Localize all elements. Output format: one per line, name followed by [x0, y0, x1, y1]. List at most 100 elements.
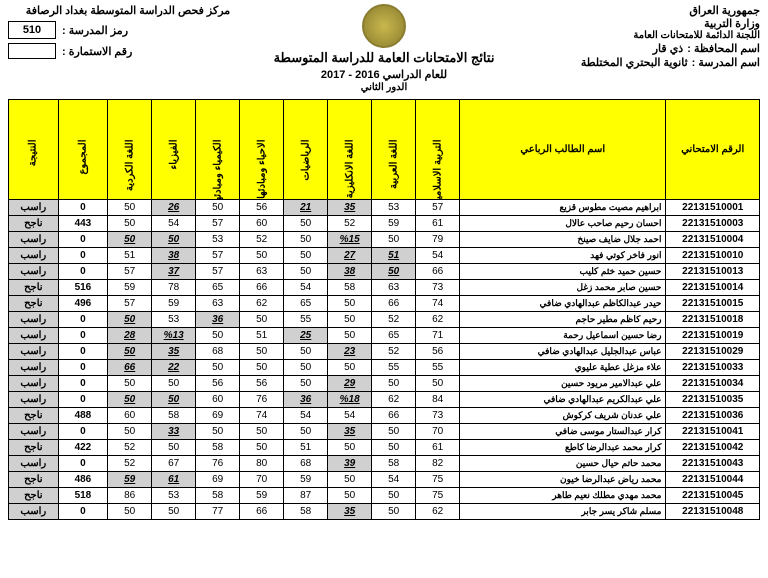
cell-mark: 50: [284, 232, 328, 248]
cell-mark: 50: [152, 376, 196, 392]
cell-mark: 35: [328, 504, 372, 520]
cell-mark: 52: [328, 216, 372, 232]
center-label: مركز فحص الدراسة المتوسطة بغداد الرصافة: [8, 4, 248, 17]
cell-mark: 50: [372, 424, 416, 440]
cell-mark: 68: [284, 456, 328, 472]
republic-label: جمهورية العراق: [520, 4, 760, 17]
table-row: 22131510015حيدر عبدالكاظم عبدالهادي ضافي…: [9, 296, 760, 312]
cell-mark: 50: [372, 440, 416, 456]
cell-mark: 50: [372, 488, 416, 504]
cell-id: 22131510042: [666, 440, 760, 456]
cell-mark: 53: [372, 200, 416, 216]
cell-mark: 59: [108, 280, 152, 296]
cell-mark: 60: [240, 216, 284, 232]
cell-mark: 70: [240, 472, 284, 488]
school-name-val: ثانوية البحتري المختلطة: [581, 56, 688, 69]
cell-mark: 57: [196, 216, 240, 232]
table-row: 22131510013حسين حميد خثم كليب66503850635…: [9, 264, 760, 280]
cell-mark: 50: [284, 424, 328, 440]
cell-name: محمد رياض عبدالرضا خيون: [460, 472, 666, 488]
cell-mark: 50: [240, 424, 284, 440]
cell-id: 22131510013: [666, 264, 760, 280]
cell-result: راسب: [9, 424, 59, 440]
cell-mark: 28: [108, 328, 152, 344]
cell-total: 0: [58, 424, 108, 440]
cell-name: احسان رحيم صاحب عالال: [460, 216, 666, 232]
table-row: 22131510045محمد مهدي مطلك نعيم طاهر75505…: [9, 488, 760, 504]
cell-total: 0: [58, 456, 108, 472]
cell-name: كرار محمد عبدالرضا كاطع: [460, 440, 666, 456]
cell-mark: 25: [284, 328, 328, 344]
cell-name: احمد جلال ضايف صينخ: [460, 232, 666, 248]
cell-mark: 62: [372, 392, 416, 408]
cell-name: حيدر عبدالكاظم عبدالهادي ضافي: [460, 296, 666, 312]
school-code-box: 510: [8, 21, 56, 39]
cell-mark: %15: [328, 232, 372, 248]
cell-mark: 50: [240, 312, 284, 328]
cell-mark: 50: [328, 472, 372, 488]
cell-mark: 54: [372, 472, 416, 488]
cell-mark: 75: [416, 472, 460, 488]
cell-result: راسب: [9, 456, 59, 472]
cell-mark: 50: [108, 216, 152, 232]
cell-total: 0: [58, 376, 108, 392]
cell-mark: 58: [328, 280, 372, 296]
cell-mark: 50: [196, 328, 240, 344]
cell-id: 22131510003: [666, 216, 760, 232]
cell-result: راسب: [9, 360, 59, 376]
cell-mark: 73: [416, 280, 460, 296]
cell-mark: 62: [416, 504, 460, 520]
cell-name: رحيم كاظم مطير حاجم: [460, 312, 666, 328]
table-row: 22131510029عباس عبدالجليل عبدالهادي ضافي…: [9, 344, 760, 360]
cell-mark: 65: [196, 280, 240, 296]
cell-mark: 84: [416, 392, 460, 408]
cell-name: كرار عبدالستار موسى ضافي: [460, 424, 666, 440]
cell-total: 443: [58, 216, 108, 232]
cell-total: 516: [58, 280, 108, 296]
cell-mark: 38: [152, 248, 196, 264]
cell-mark: 26: [152, 200, 196, 216]
title-sub: للعام الدراسي 2016 - 2017: [248, 68, 520, 81]
cell-mark: 22: [152, 360, 196, 376]
cell-mark: 50: [196, 360, 240, 376]
cell-result: راسب: [9, 264, 59, 280]
cell-mark: 56: [240, 376, 284, 392]
cell-total: 0: [58, 264, 108, 280]
cell-id: 22131510014: [666, 280, 760, 296]
cell-id: 22131510018: [666, 312, 760, 328]
cell-mark: 57: [108, 264, 152, 280]
cell-mark: 74: [416, 296, 460, 312]
cell-id: 22131510044: [666, 472, 760, 488]
cell-mark: 50: [284, 216, 328, 232]
cell-result: راسب: [9, 248, 59, 264]
cell-mark: 67: [152, 456, 196, 472]
cell-total: 488: [58, 408, 108, 424]
cell-mark: 52: [372, 312, 416, 328]
cell-mark: 75: [416, 488, 460, 504]
cell-mark: 50: [108, 392, 152, 408]
table-row: 22131510014حسين صابر محمد زغل73635854666…: [9, 280, 760, 296]
cell-mark: 50: [328, 488, 372, 504]
cell-id: 22131510036: [666, 408, 760, 424]
cell-mark: 50: [284, 344, 328, 360]
cell-mark: 27: [328, 248, 372, 264]
col-physics: الفيزياء: [168, 140, 179, 160]
cell-result: راسب: [9, 376, 59, 392]
cell-id: 22131510035: [666, 392, 760, 408]
cell-mark: 50: [108, 504, 152, 520]
cell-mark: 82: [416, 456, 460, 472]
cell-mark: 63: [196, 296, 240, 312]
col-arabic: اللغة العربية: [388, 140, 399, 160]
cell-mark: 50: [284, 360, 328, 376]
cell-result: ناجح: [9, 488, 59, 504]
col-math: الرياضيات: [300, 140, 311, 160]
table-row: 22131510034علي عبدالامير مريود حسين50502…: [9, 376, 760, 392]
title-round: الدور الثاني: [248, 82, 520, 93]
cell-mark: 66: [240, 504, 284, 520]
cell-name: علي عبدالكريم عبدالهادي ضافي: [460, 392, 666, 408]
cell-mark: 61: [416, 216, 460, 232]
cell-result: راسب: [9, 344, 59, 360]
cell-mark: 50: [240, 440, 284, 456]
cell-mark: 60: [108, 408, 152, 424]
cell-result: ناجح: [9, 280, 59, 296]
